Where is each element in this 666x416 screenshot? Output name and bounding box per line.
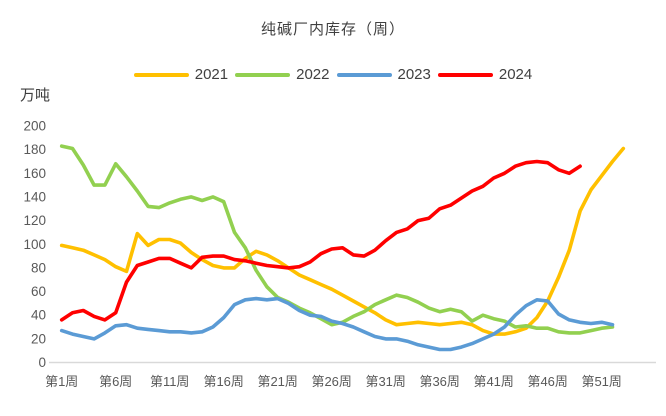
x-tick-label-week-51: 第51周: [581, 374, 621, 389]
legend-swatch-2023: [336, 72, 392, 77]
y-tick-label-20: 20: [31, 331, 46, 346]
y-tick-label-100: 100: [23, 237, 46, 252]
y-tick-label-180: 180: [23, 142, 46, 157]
x-tick-label-week-21: 第21周: [257, 374, 297, 389]
x-tick-label-week-26: 第26周: [311, 374, 351, 389]
y-axis-unit-label: 万吨: [20, 87, 51, 104]
series-line-2024: [59, 159, 582, 322]
legend-item-2023: 2023: [336, 66, 431, 83]
y-tick-label-120: 120: [23, 213, 46, 228]
legend-label-2024: 2024: [498, 66, 533, 83]
legend-item-2022: 2022: [235, 66, 330, 83]
y-tick-label-160: 160: [23, 166, 46, 181]
legend-item-2021: 2021: [133, 66, 229, 83]
y-tick-label-0: 0: [38, 355, 46, 370]
y-tick-label-200: 200: [23, 119, 46, 134]
legend-swatch-2024: [437, 72, 493, 77]
x-tick-label-week-31: 第31周: [365, 374, 405, 389]
x-tick-label-week-11: 第11周: [150, 374, 190, 389]
chart-title: 纯碱厂内库存（周）: [260, 21, 405, 38]
legend-swatch-2022: [235, 72, 291, 77]
series-line-2023: [59, 296, 615, 352]
x-tick-label-week-6: 第6周: [99, 374, 132, 389]
legend: 2021 2022 2023 2024: [0, 66, 666, 83]
x-tick-label-week-46: 第46周: [527, 374, 567, 389]
x-tick-label-week-36: 第36周: [419, 374, 459, 389]
legend-label-2021: 2021: [194, 66, 229, 83]
y-tick-label-40: 40: [31, 308, 46, 323]
legend-swatch-2021: [133, 72, 189, 77]
legend-label-2022: 2022: [296, 66, 330, 83]
legend-label-2023: 2023: [397, 66, 431, 83]
y-tick-label-80: 80: [31, 260, 46, 275]
x-tick-label-week-16: 第16周: [203, 374, 243, 389]
legend-item-2024: 2024: [437, 66, 533, 83]
y-tick-label-140: 140: [23, 189, 46, 204]
y-tick-label-60: 60: [31, 284, 46, 299]
series-line-2021: [59, 146, 626, 336]
x-tick-label-week-41: 第41周: [473, 374, 513, 389]
x-tick-label-week-1: 第1周: [45, 374, 78, 389]
